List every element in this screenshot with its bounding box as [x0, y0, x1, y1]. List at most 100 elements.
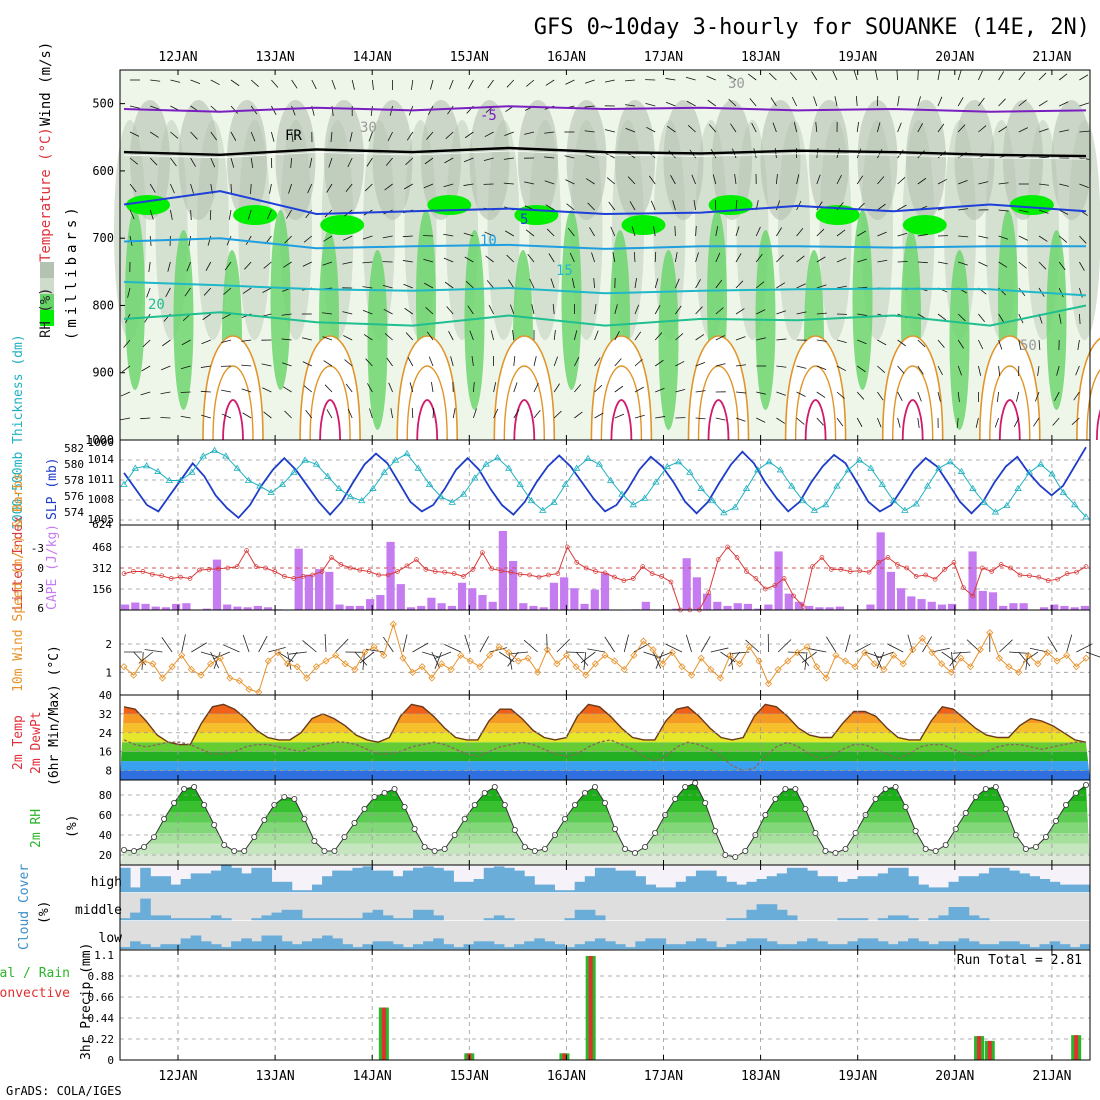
lifted-index-point — [810, 564, 815, 569]
rh-point — [902, 804, 909, 811]
temp-tick-label: 8 — [105, 765, 112, 778]
wind-barb — [633, 251, 636, 263]
wind-barb — [937, 178, 948, 185]
cloud-bar — [221, 918, 232, 921]
wind-barb — [524, 131, 535, 135]
wind-barb — [365, 358, 373, 367]
wind-barb — [958, 235, 969, 238]
wind-barb — [978, 70, 983, 81]
wind-speed-point — [601, 651, 609, 659]
cloud-bar — [857, 876, 869, 893]
cloud-bar — [574, 881, 586, 893]
rh-bright-cell — [320, 215, 365, 235]
cloud-bar — [362, 866, 374, 893]
thickness-point — [1059, 488, 1068, 496]
cape-bar — [202, 608, 211, 610]
lifted-index-point — [527, 572, 532, 578]
wind-speed-point — [736, 660, 744, 668]
surface-wind-barb — [873, 651, 883, 669]
wind-barb — [324, 384, 333, 393]
wind-barb — [655, 387, 665, 393]
cloud-bar — [301, 890, 313, 893]
cape-bar — [999, 605, 1008, 610]
wind-barb — [230, 79, 240, 87]
wind-barb — [1038, 72, 1047, 81]
slp-tick-label: 1014 — [88, 453, 115, 466]
lifted-index-point — [744, 569, 749, 574]
cape-bar — [948, 603, 957, 610]
wind-barb — [271, 79, 279, 88]
precip-convective-bar — [987, 1040, 992, 1060]
cloud-bar — [413, 909, 424, 921]
wind-barb — [443, 183, 454, 188]
surface-wind-barb — [566, 651, 585, 654]
wind-barb — [1059, 101, 1069, 107]
wind-barb — [487, 79, 494, 89]
wind-barb — [958, 208, 969, 211]
wind-barb — [957, 313, 966, 322]
slp-line — [123, 446, 1087, 520]
cape-bar — [1009, 603, 1018, 610]
cape-bar — [835, 606, 844, 610]
lifted-index-point — [932, 576, 938, 582]
cloud-bar — [898, 941, 909, 950]
wind-barb — [368, 131, 373, 142]
wind-barb — [323, 235, 333, 242]
thickness-point — [324, 472, 332, 479]
wind-barb — [553, 410, 562, 419]
wind-speed-point — [938, 660, 946, 668]
cloud-bar — [999, 941, 1010, 950]
lifted-index-point — [404, 563, 410, 569]
wind-barb — [897, 417, 901, 428]
surface-wind-barb — [1085, 651, 1100, 658]
rh-point — [591, 784, 598, 791]
wind-barb — [735, 200, 738, 211]
footer-credit: GrADS: COLA/IGES — [6, 1084, 122, 1098]
wind-speed-point — [351, 665, 359, 674]
cape-bar — [590, 589, 599, 610]
surface-wind-barb — [287, 651, 292, 670]
wind-barb — [645, 103, 656, 107]
cloud-bar — [908, 918, 919, 921]
lifted-index-point — [555, 571, 561, 576]
surface-wind-barb — [324, 634, 327, 653]
cloud-bar — [1029, 947, 1040, 950]
wind-barb — [345, 183, 353, 193]
cloud-bar — [726, 881, 737, 893]
wind-barb — [553, 330, 556, 341]
run-total-label: Run Total = 2.81 — [957, 953, 1082, 968]
wind-barb — [382, 235, 393, 239]
wind-barb — [666, 125, 676, 133]
rh-tick-label: 20 — [99, 849, 112, 862]
cloud-bar — [615, 870, 626, 893]
temp-tick-label: 24 — [99, 727, 113, 740]
cloud-bar — [958, 876, 970, 893]
rh-point — [812, 830, 819, 837]
boundary-layer-column — [688, 336, 749, 440]
wind-barb — [1038, 261, 1047, 270]
cape-bar — [457, 582, 467, 610]
cloud-bar — [655, 887, 667, 893]
rh-green-band — [561, 210, 582, 390]
wind-barb — [937, 365, 943, 376]
cloud-bar — [716, 876, 727, 893]
wind-barb — [226, 235, 232, 246]
rh-bright-cell — [427, 195, 472, 215]
wind-barb — [531, 304, 535, 315]
date-label-bottom: 12JAN — [158, 1069, 197, 1084]
cloud-bar — [150, 947, 161, 950]
thickness-point — [1003, 501, 1011, 508]
wind-speed-point — [976, 646, 984, 654]
wind-barb — [735, 364, 746, 367]
thickness-point — [437, 492, 445, 500]
wind-barb — [148, 261, 151, 272]
contour-label: 50 — [1020, 338, 1037, 354]
cape-bar — [866, 604, 875, 610]
temp-band — [120, 713, 1090, 724]
rh-point — [271, 802, 278, 809]
wind-barb — [957, 97, 964, 107]
wind-barb — [836, 285, 847, 289]
wind-barb — [282, 362, 292, 367]
wind-barb — [1058, 73, 1068, 81]
wind-barb — [390, 408, 393, 419]
